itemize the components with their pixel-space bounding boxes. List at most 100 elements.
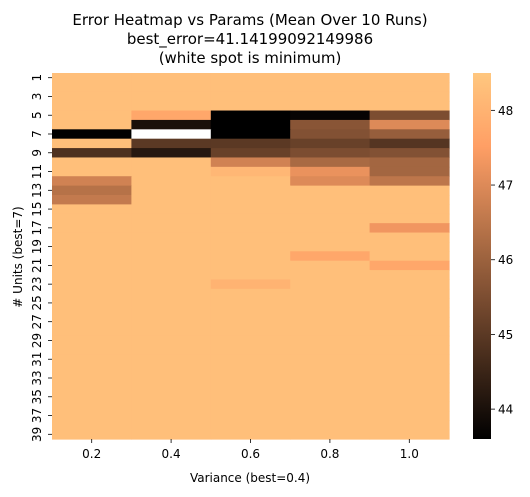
heatmap-cell: [369, 279, 450, 290]
heatmap-cell: [290, 110, 371, 121]
title-line-3: (white spot is minimum): [159, 49, 342, 67]
heatmap-cell: [290, 373, 371, 384]
heatmap-cell: [52, 82, 132, 93]
heatmap-cell: [52, 410, 132, 421]
heatmap-cell: [131, 354, 212, 365]
heatmap-cell: [52, 279, 132, 290]
y-axis-label: # Units (best=7): [11, 206, 25, 307]
heatmap-cell: [131, 138, 212, 149]
heatmap-cell: [290, 335, 371, 346]
heatmap-cell: [131, 373, 212, 384]
heatmap-cell: [369, 213, 450, 224]
y-tick-label: 7: [30, 130, 44, 138]
heatmap-cell: [52, 185, 132, 196]
heatmap-cell: [290, 251, 371, 262]
heatmap-cell: [131, 223, 212, 234]
heatmap-cell: [131, 148, 212, 159]
heatmap-cell: [52, 317, 132, 327]
heatmap-cell: [290, 307, 371, 318]
heatmap-cell: [131, 232, 212, 243]
heatmap-cell: [369, 232, 450, 243]
heatmap-cell: [131, 317, 212, 327]
heatmap-cell: [210, 363, 291, 374]
heatmap-cell: [131, 91, 212, 102]
x-tick-label: 0.6: [241, 447, 260, 461]
heatmap-cell: [131, 176, 212, 187]
heatmap-cell: [369, 110, 450, 121]
chart-title: Error Heatmap vs Params (Mean Over 10 Ru…: [72, 11, 427, 67]
heatmap-cell: [290, 195, 371, 205]
heatmap-cell: [210, 279, 291, 290]
heatmap-cell: [210, 317, 291, 327]
heatmap-cell: [131, 213, 212, 224]
heatmap-cell: [369, 354, 450, 365]
y-tick-label: 17: [30, 220, 44, 235]
heatmap-cell: [369, 382, 450, 393]
heatmap-cell: [131, 298, 212, 309]
heatmap-cell: [131, 101, 212, 112]
heatmap-cell: [52, 251, 132, 262]
heatmap-cell: [210, 129, 291, 140]
heatmap-cell: [52, 260, 132, 271]
heatmap-cell: [52, 110, 132, 121]
heatmap-cell: [290, 204, 371, 215]
heatmap-cell: [369, 148, 450, 159]
heatmap-cell: [131, 119, 212, 130]
colorbar-ticks: 44 45 46 47 48: [491, 104, 513, 417]
heatmap-cell: [210, 420, 291, 431]
heatmap-cell: [369, 73, 450, 83]
heatmap-cell: [131, 307, 212, 318]
heatmap-cell: [210, 241, 291, 252]
heatmap-cell: [210, 119, 291, 130]
heatmap-cell: [290, 232, 371, 243]
heatmap-cell: [290, 157, 371, 168]
heatmap-cell: [131, 410, 212, 421]
x-tick-label: 1.0: [400, 447, 419, 461]
heatmap-cell: [369, 251, 450, 262]
heatmap-cell: [369, 260, 450, 271]
heatmap-cell: [369, 326, 450, 337]
heatmap-cell: [210, 157, 291, 168]
heatmap-cell: [52, 223, 132, 234]
heatmap-cell: [369, 195, 450, 205]
heatmap-cell: [290, 101, 371, 112]
y-tick-label: 5: [30, 111, 44, 119]
heatmap-cell: [290, 298, 371, 309]
heatmap-cell: [52, 119, 132, 130]
heatmap-cell: [131, 363, 212, 374]
heatmap-cell: [131, 270, 212, 281]
heatmap-cell: [210, 148, 291, 159]
heatmap-cell: [369, 157, 450, 168]
heatmap-cell: [52, 382, 132, 393]
heatmap-cell: [290, 410, 371, 421]
heatmap-cell: [290, 148, 371, 159]
x-tick-label: 0.2: [82, 447, 101, 461]
heatmap-cell: [369, 119, 450, 130]
heatmap-cell: [210, 251, 291, 262]
heatmap-cell: [290, 270, 371, 281]
heatmap-cell: [210, 185, 291, 196]
heatmap-cell: [290, 213, 371, 224]
heatmap-cell: [369, 335, 450, 346]
heatmap-cell: [131, 157, 212, 168]
y-tick-label: 3: [30, 93, 44, 101]
heatmap-cell: [52, 73, 132, 83]
heatmap-cell: [52, 363, 132, 374]
heatmap-cell: [131, 420, 212, 431]
heatmap-cell: [369, 91, 450, 102]
heatmap-cell: [210, 101, 291, 112]
heatmap-cell: [131, 241, 212, 252]
heatmap-cell: [210, 204, 291, 215]
colorbar-tick-label: 44: [498, 403, 513, 417]
heatmap-cell: [369, 176, 450, 187]
heatmap-cell: [52, 232, 132, 243]
heatmap-cell: [52, 166, 132, 177]
heatmap-cell: [290, 119, 371, 130]
heatmap-cell: [210, 335, 291, 346]
heatmap-cell: [52, 392, 132, 403]
heatmap-cell: [131, 392, 212, 403]
heatmap-cell: [210, 270, 291, 281]
heatmap-cell: [210, 213, 291, 224]
y-tick-label: 19: [30, 239, 44, 254]
